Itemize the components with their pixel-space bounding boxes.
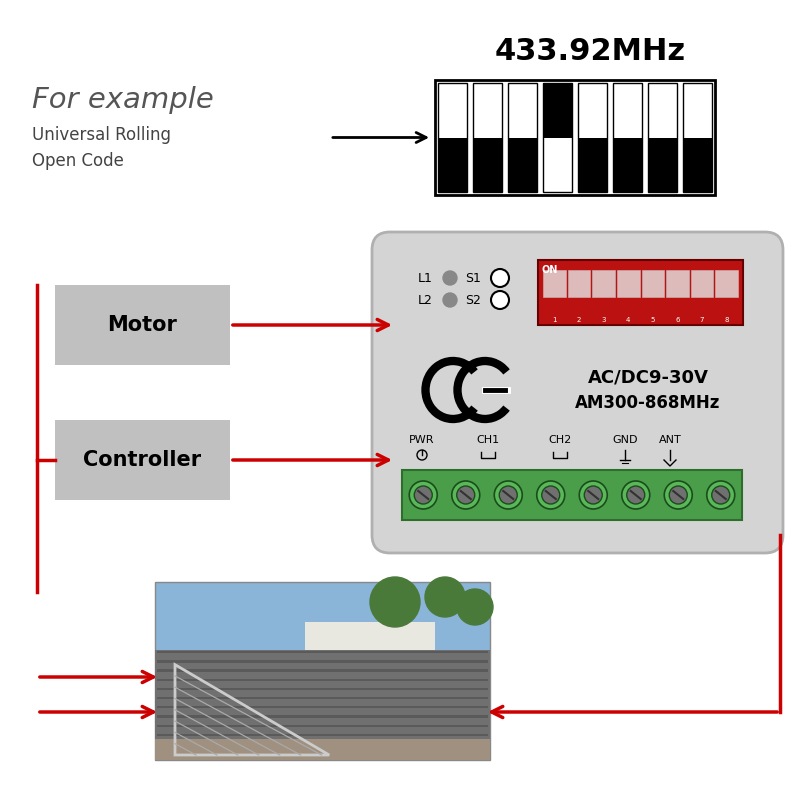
Text: L2: L2 bbox=[418, 294, 433, 306]
Bar bbox=[157, 743, 488, 746]
Bar bbox=[648, 138, 677, 192]
Bar bbox=[157, 688, 488, 690]
Circle shape bbox=[494, 481, 522, 509]
Bar bbox=[402, 470, 742, 520]
Circle shape bbox=[443, 293, 457, 307]
Circle shape bbox=[670, 486, 687, 504]
Text: 1: 1 bbox=[552, 317, 557, 323]
Bar bbox=[305, 622, 435, 682]
Text: 7: 7 bbox=[700, 317, 704, 323]
Text: AM300-868MHz: AM300-868MHz bbox=[575, 394, 721, 412]
Text: For example: For example bbox=[32, 86, 214, 114]
Bar bbox=[617, 270, 639, 298]
Circle shape bbox=[410, 481, 438, 509]
Bar bbox=[690, 270, 714, 298]
Bar bbox=[642, 270, 664, 298]
Circle shape bbox=[664, 481, 692, 509]
Bar bbox=[538, 260, 743, 325]
Circle shape bbox=[443, 271, 457, 285]
Bar bbox=[648, 83, 677, 192]
Bar bbox=[438, 138, 467, 192]
Bar bbox=[543, 83, 572, 192]
Bar bbox=[157, 752, 488, 754]
Bar bbox=[157, 678, 488, 681]
Circle shape bbox=[537, 481, 565, 509]
Bar bbox=[157, 697, 488, 699]
Bar bbox=[715, 270, 738, 298]
Text: 6: 6 bbox=[675, 317, 680, 323]
Bar bbox=[155, 582, 490, 760]
Bar bbox=[683, 83, 712, 192]
Circle shape bbox=[414, 486, 432, 504]
Text: GND: GND bbox=[612, 435, 638, 445]
Text: CH1: CH1 bbox=[477, 435, 499, 445]
Bar bbox=[508, 83, 537, 192]
Bar bbox=[157, 706, 488, 709]
Bar bbox=[543, 83, 572, 138]
Text: Controller: Controller bbox=[83, 450, 202, 470]
Text: ANT: ANT bbox=[658, 435, 682, 445]
Text: Motor: Motor bbox=[107, 315, 178, 335]
Circle shape bbox=[452, 481, 480, 509]
Bar bbox=[157, 725, 488, 727]
Bar bbox=[157, 670, 488, 672]
Bar bbox=[568, 270, 590, 298]
Bar bbox=[155, 738, 490, 760]
Circle shape bbox=[491, 291, 509, 309]
Text: AC/DC9-30V: AC/DC9-30V bbox=[587, 369, 709, 387]
Bar bbox=[157, 651, 488, 654]
Bar bbox=[592, 270, 615, 298]
Text: Universal Rolling
Open Code: Universal Rolling Open Code bbox=[32, 126, 171, 170]
Bar bbox=[157, 715, 488, 718]
Circle shape bbox=[457, 589, 493, 625]
Circle shape bbox=[491, 269, 509, 287]
Text: 3: 3 bbox=[602, 317, 606, 323]
Text: L1: L1 bbox=[418, 271, 433, 285]
Circle shape bbox=[706, 481, 734, 509]
Circle shape bbox=[457, 486, 474, 504]
Circle shape bbox=[579, 481, 607, 509]
Text: CH2: CH2 bbox=[548, 435, 572, 445]
Bar bbox=[613, 138, 642, 192]
Circle shape bbox=[499, 486, 518, 504]
Bar bbox=[155, 650, 490, 760]
Circle shape bbox=[622, 481, 650, 509]
Bar bbox=[438, 83, 467, 192]
Bar bbox=[613, 83, 642, 192]
Circle shape bbox=[542, 486, 560, 504]
Bar bbox=[543, 270, 566, 298]
FancyBboxPatch shape bbox=[372, 232, 783, 553]
Bar bbox=[157, 660, 488, 662]
Text: S1: S1 bbox=[465, 271, 481, 285]
Circle shape bbox=[425, 577, 465, 617]
Text: 8: 8 bbox=[725, 317, 729, 323]
Bar bbox=[473, 83, 502, 192]
Bar bbox=[435, 80, 715, 195]
Text: PWR: PWR bbox=[410, 435, 434, 445]
Circle shape bbox=[584, 486, 602, 504]
Bar bbox=[473, 138, 502, 192]
Bar bbox=[683, 138, 712, 192]
Circle shape bbox=[712, 486, 730, 504]
Circle shape bbox=[370, 577, 420, 627]
Text: 4: 4 bbox=[626, 317, 630, 323]
Text: 5: 5 bbox=[650, 317, 655, 323]
Text: 2: 2 bbox=[577, 317, 581, 323]
Bar bbox=[578, 138, 607, 192]
Text: 433.92MHz: 433.92MHz bbox=[494, 38, 686, 66]
Polygon shape bbox=[295, 682, 445, 712]
Text: ON: ON bbox=[542, 265, 558, 275]
Text: S2: S2 bbox=[465, 294, 481, 306]
Bar bbox=[157, 734, 488, 736]
Bar bbox=[55, 285, 230, 365]
Bar bbox=[578, 83, 607, 192]
Bar bbox=[666, 270, 689, 298]
Bar bbox=[508, 138, 537, 192]
Circle shape bbox=[626, 486, 645, 504]
Bar bbox=[55, 420, 230, 500]
